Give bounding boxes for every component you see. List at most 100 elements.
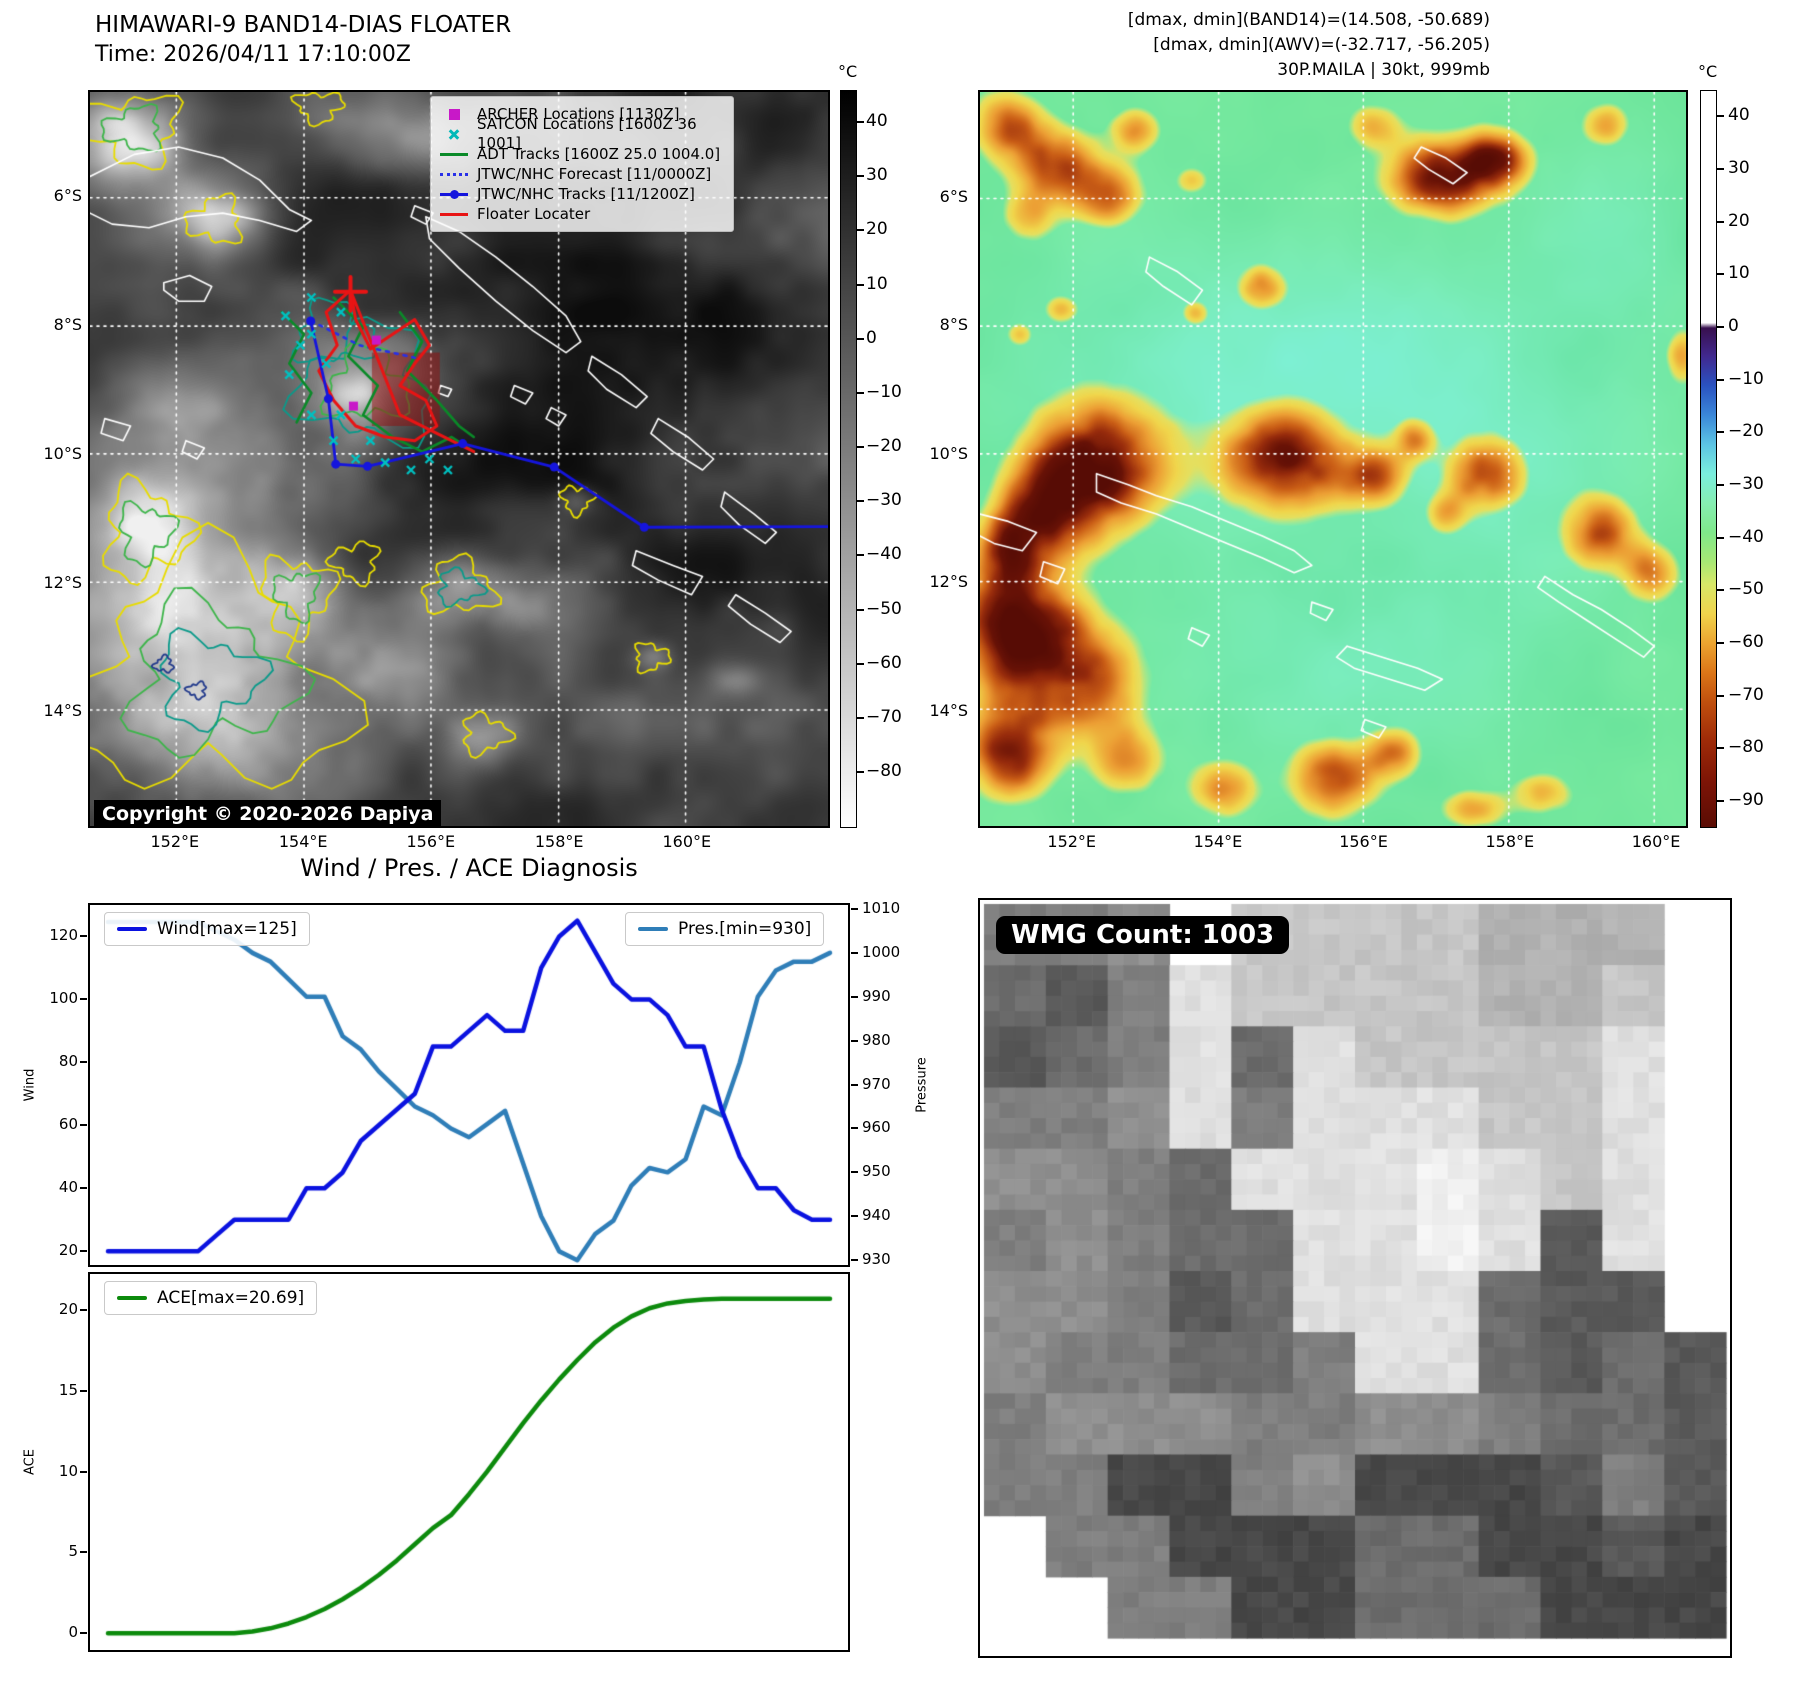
wind-axis-tick: 120 [49, 926, 78, 945]
awv-lat-4: 14°S [929, 700, 968, 720]
tick-mark [1717, 273, 1724, 276]
tick-mark [857, 771, 864, 774]
band14-title: HIMAWARI-9 BAND14-DIAS FLOATER [95, 12, 512, 38]
tick-mark [851, 995, 858, 998]
awv-colorbar-tick: 10 [1728, 263, 1750, 284]
tick-mark [857, 446, 864, 449]
ace-axis-tick: 0 [68, 1623, 78, 1642]
pressure-axis-tick: 1010 [862, 898, 901, 917]
ace-axis-tick: 20 [58, 1299, 78, 1318]
tick-mark [1717, 694, 1724, 697]
tick-mark [851, 1039, 858, 1042]
tick-mark [857, 337, 864, 340]
band14-colorbar-unit: °C [838, 62, 858, 81]
band14-lon-0: 152°E [150, 832, 200, 851]
band14-lon-3: 158°E [534, 832, 584, 851]
tick-mark [80, 1250, 87, 1253]
awv-colorbar-tick: −50 [1728, 579, 1764, 600]
wind-axis-tick: 80 [58, 1052, 78, 1071]
awv-lat-1: 8°S [939, 315, 968, 335]
wmg-count-badge: WMG Count: 1003 [996, 916, 1290, 954]
band14-lon-4: 160°E [662, 832, 712, 851]
band14-colorbar-tick: −10 [866, 381, 902, 402]
tick-mark [857, 229, 864, 232]
band14-lon-1: 154°E [278, 832, 328, 851]
tick-mark [857, 716, 864, 719]
archer-square-icon [439, 107, 469, 121]
tick-mark [857, 391, 864, 394]
awv-lon-4: 160°E [1631, 832, 1681, 851]
awv-colorbar-tick: 20 [1728, 210, 1750, 231]
tick-mark [1717, 747, 1724, 750]
band14-colorbar-tick: 30 [866, 165, 888, 186]
band14-lat-0: 6°S [53, 186, 82, 206]
legend-item: SATCON Locations [1600Z 36 1001] [439, 115, 725, 152]
legend-item-label: Floater Locater [477, 204, 591, 223]
ace-axis-tick: 10 [58, 1461, 78, 1480]
awv-colorbar-tick: −70 [1728, 684, 1764, 705]
pressure-axis-tick: 930 [862, 1250, 891, 1269]
ace-axis-tick: 15 [58, 1380, 78, 1399]
pressure-legend: Pres.[min=930] [625, 912, 825, 946]
tick-mark [80, 1470, 87, 1473]
ace-legend: ACE[max=20.69] [104, 1281, 318, 1315]
tick-mark [851, 1215, 858, 1218]
legend-item-label: ADT Tracks [1600Z 25.0 1004.0] [477, 144, 721, 163]
awv-colorbar-tick: −20 [1728, 421, 1764, 442]
tick-mark [1717, 484, 1724, 487]
awv-info-block: [dmax, dmin](BAND14)=(14.508, -50.689) [… [900, 8, 1490, 83]
band14-colorbar-tick: 40 [866, 111, 888, 131]
awv-colorbar-tick: 40 [1728, 105, 1750, 126]
awv-colorbar-tick: 30 [1728, 158, 1750, 179]
tick-mark [1717, 326, 1724, 329]
legend-item: Floater Locater [439, 204, 725, 224]
legend-item-label: JTWC/NHC Forecast [11/0000Z] [477, 164, 712, 183]
ace-chart-panel [88, 1272, 850, 1652]
awv-colorbar-tick: −10 [1728, 368, 1764, 389]
tick-mark [80, 1061, 87, 1064]
pressure-axis-tick: 960 [862, 1118, 891, 1137]
tick-mark [851, 951, 858, 954]
awv-info-line1: [dmax, dmin](BAND14)=(14.508, -50.689) [1127, 10, 1490, 30]
wmg-panel [978, 898, 1732, 1658]
tick-mark [857, 175, 864, 178]
band14-colorbar-tick: −50 [866, 598, 902, 619]
tick-mark [1717, 115, 1724, 118]
awv-map-panel [978, 90, 1688, 828]
band14-colorbar-tick: 0 [866, 327, 877, 348]
floater-line-icon [439, 207, 469, 221]
tick-mark [1717, 536, 1724, 539]
pressure-ylabel: Pressure [914, 1057, 930, 1113]
tick-mark [80, 1124, 87, 1127]
band14-colorbar-tick: 10 [866, 273, 888, 294]
pressure-axis-tick: 980 [862, 1030, 891, 1049]
forecast-dotted-icon [439, 167, 469, 181]
wind-pressure-chart [90, 905, 848, 1265]
band14-lon-2: 156°E [406, 832, 456, 851]
pressure-line-swatch [638, 927, 668, 931]
awv-info-line3: 30P.MAILA | 30kt, 999mb [1277, 60, 1490, 80]
tick-mark [1717, 642, 1724, 644]
tick-mark [857, 662, 864, 665]
tick-mark [80, 1308, 87, 1311]
pressure-axis-tick: 970 [862, 1074, 891, 1093]
band14-time: Time: 2026/04/11 17:10:00Z [95, 42, 411, 67]
pressure-axis-tick: 990 [862, 986, 891, 1005]
legend-item-label: JTWC/NHC Tracks [11/1200Z] [477, 184, 695, 203]
awv-lon-1: 154°E [1193, 832, 1243, 851]
pressure-axis-tick: 940 [862, 1206, 891, 1225]
tick-mark [80, 998, 87, 1001]
awv-colorbar-tick: −40 [1728, 526, 1764, 547]
tick-mark [851, 907, 858, 910]
tick-mark [80, 1389, 87, 1392]
tick-mark [1717, 168, 1724, 171]
map-legend: ARCHER Locations [1130Z] SATCON Locations… [430, 96, 734, 232]
ace-line-swatch [117, 1296, 147, 1300]
ace-legend-label: ACE[max=20.69] [157, 1288, 305, 1308]
tick-mark [1717, 378, 1724, 381]
adt-line-icon [439, 147, 469, 161]
wind-axis-tick: 60 [58, 1115, 78, 1134]
tick-mark [80, 1187, 87, 1190]
tick-mark [80, 935, 87, 938]
band14-lat-4: 14°S [43, 701, 82, 721]
